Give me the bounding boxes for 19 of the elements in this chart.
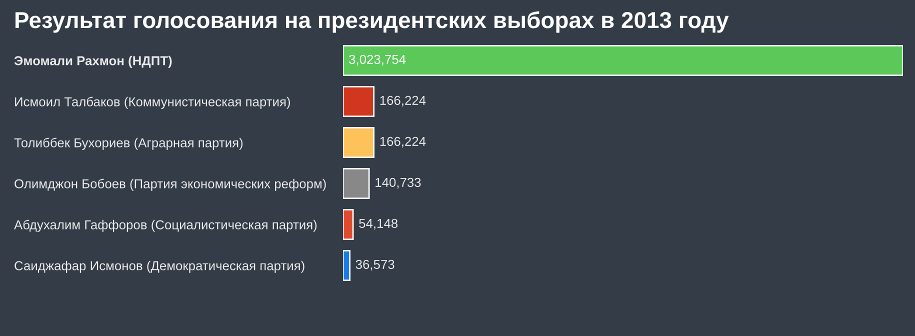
y-tick-label: Абдухалим Гаффоров (Социалистическая партия) [14, 220, 317, 232]
data-label: 54,148 [359, 218, 398, 230]
data-label: 140,733 [376, 178, 421, 188]
y-tick-label: Олимджон Бобоев (Партия экономических реформ) [14, 178, 326, 191]
y-tick-label: Толиббек Бухориев (Аграрная партия) [14, 138, 243, 150]
bar [343, 250, 350, 281]
y-tick-label: Исмоил Талбаков (Коммунистическая партия) [15, 96, 290, 109]
bar [343, 45, 903, 76]
data-label: 166,224 [380, 96, 426, 106]
y-tick-label: Эмомали Рахмон (НДПТ) [14, 56, 172, 68]
bar [343, 86, 374, 117]
y-tick-label: Саиджафар Исмонов (Демократическая партия) [14, 260, 304, 273]
bar [343, 209, 354, 240]
data-label: 3,023,754 [349, 54, 406, 66]
bar [343, 168, 370, 199]
bar [343, 127, 374, 158]
chart-title: Результат голосования на президентских выборах в 2013 году [16, 11, 729, 33]
data-label: 36,573 [356, 260, 394, 270]
data-label: 166,224 [380, 136, 426, 148]
